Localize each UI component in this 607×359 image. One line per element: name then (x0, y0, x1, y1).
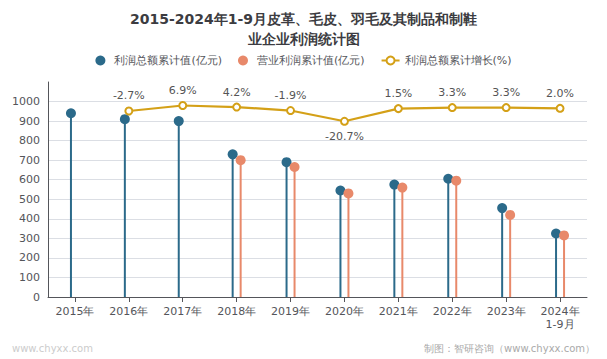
svg-text:2015-2024年1-9月皮革、毛皮、羽毛及其制品和制鞋: 2015-2024年1-9月皮革、毛皮、羽毛及其制品和制鞋 (130, 11, 477, 27)
svg-text:2016年: 2016年 (109, 305, 148, 318)
svg-text:1000: 1000 (12, 95, 40, 108)
svg-text:600: 600 (19, 173, 40, 186)
svg-text:2020年: 2020年 (325, 305, 364, 318)
svg-text:100: 100 (19, 271, 40, 284)
svg-text:2022年: 2022年 (433, 305, 472, 318)
svg-text:2017年: 2017年 (163, 305, 202, 318)
svg-text:3.3%: 3.3% (492, 86, 520, 99)
svg-text:1.5%: 1.5% (384, 87, 412, 100)
svg-text:6.9%: 6.9% (169, 84, 197, 97)
svg-text:www.chyxx.com: www.chyxx.com (12, 343, 93, 354)
svg-text:营业利润累计值(亿元): 营业利润累计值(亿元) (257, 54, 365, 67)
svg-text:500: 500 (19, 193, 40, 206)
svg-text:0: 0 (33, 291, 40, 304)
svg-text:2023年: 2023年 (487, 305, 526, 318)
svg-text:1-9月: 1-9月 (546, 318, 575, 331)
svg-text:900: 900 (19, 115, 40, 128)
svg-text:-2.7%: -2.7% (113, 89, 145, 102)
svg-text:800: 800 (19, 134, 40, 147)
svg-text:2024年: 2024年 (541, 305, 580, 318)
svg-text:2018年: 2018年 (217, 305, 256, 318)
svg-text:-1.9%: -1.9% (275, 89, 307, 102)
svg-text:4.2%: 4.2% (223, 86, 251, 99)
svg-text:利润总额累计值(亿元): 利润总额累计值(亿元) (114, 54, 222, 67)
svg-text:制图：智研咨询（www.chyxx.com）: 制图：智研咨询（www.chyxx.com） (424, 343, 595, 354)
svg-text:利润总额累计增长(%): 利润总额累计增长(%) (405, 54, 512, 67)
svg-text:700: 700 (19, 154, 40, 167)
svg-text:200: 200 (19, 251, 40, 264)
svg-text:2019年: 2019年 (271, 305, 310, 318)
svg-text:2021年: 2021年 (379, 305, 418, 318)
svg-text:2015年: 2015年 (55, 305, 94, 318)
svg-text:业企业利润统计图: 业企业利润统计图 (247, 31, 360, 47)
svg-text:400: 400 (19, 212, 40, 225)
svg-text:3.3%: 3.3% (438, 86, 466, 99)
svg-text:2.0%: 2.0% (546, 87, 574, 100)
svg-text:300: 300 (19, 232, 40, 245)
svg-text:-20.7%: -20.7% (325, 130, 364, 143)
